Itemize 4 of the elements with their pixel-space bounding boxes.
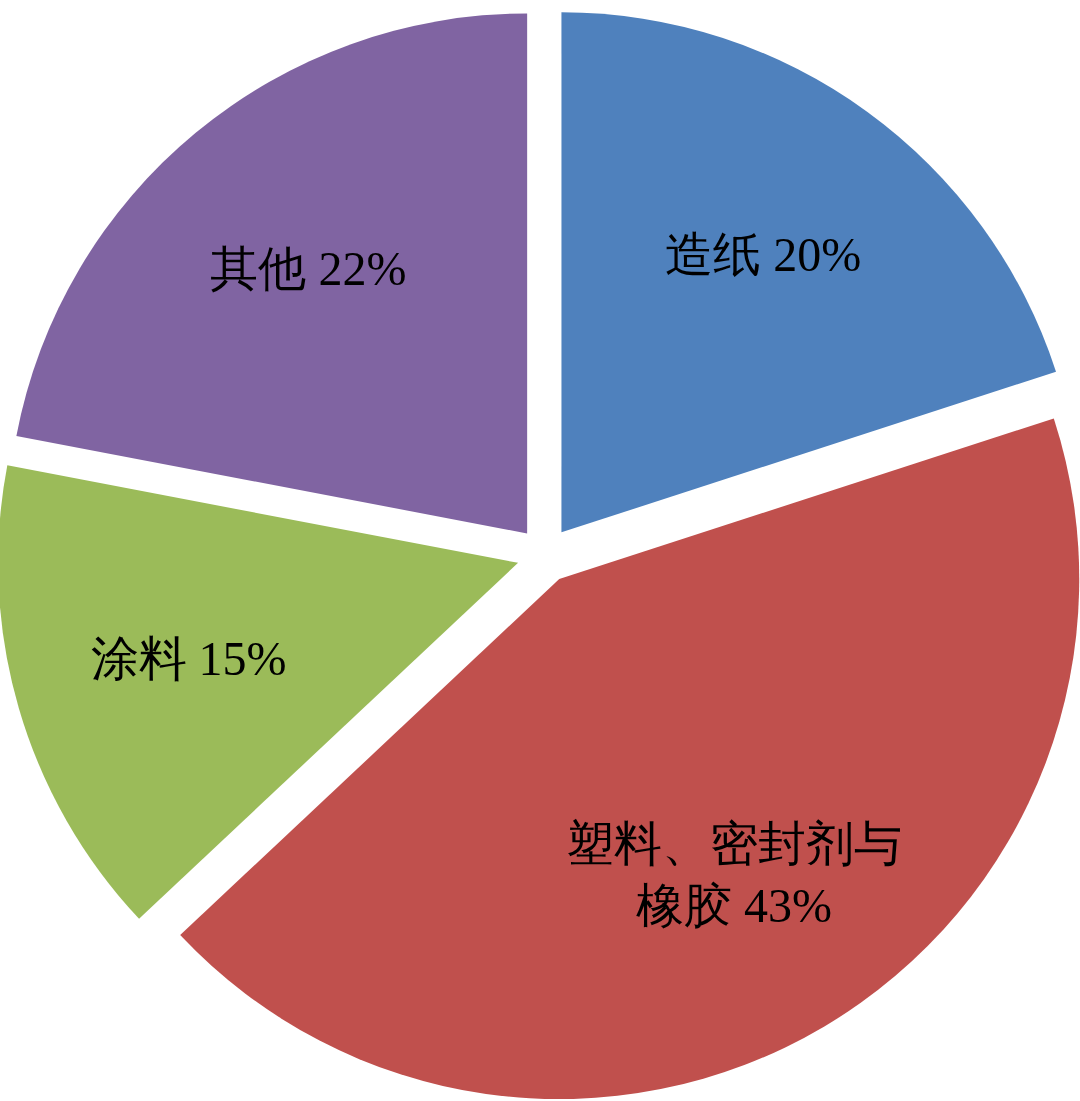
slice-label: 造纸 20% xyxy=(665,226,862,283)
slice-label: 涂料 15% xyxy=(90,630,287,687)
slice-label: 塑料、密封剂与橡胶 43% xyxy=(564,815,903,934)
slice-label: 其他 22% xyxy=(210,240,407,297)
